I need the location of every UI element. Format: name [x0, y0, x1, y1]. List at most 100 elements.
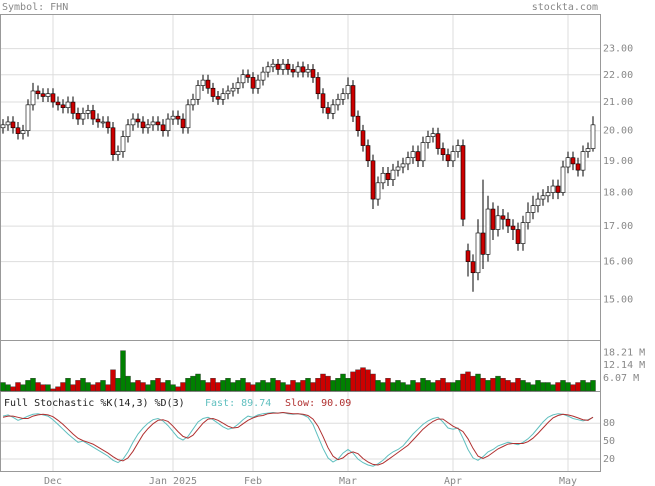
- volume-bar: [480, 378, 486, 392]
- candle-body: [210, 87, 216, 97]
- volume-bar: [180, 382, 186, 392]
- volume-bar: [570, 384, 576, 392]
- volume-bar: [505, 380, 511, 392]
- volume-bar: [265, 382, 271, 392]
- stochastic-line: [2, 411, 594, 467]
- volume-bar: [375, 380, 381, 392]
- candle-body: [380, 172, 386, 184]
- volume-bar: [320, 373, 326, 392]
- volume-bar: [230, 382, 236, 392]
- volume-bar: [270, 378, 276, 392]
- candle-body: [505, 218, 511, 227]
- volume-bar: [410, 380, 416, 392]
- candle-body: [385, 172, 391, 180]
- x-tick-label: Mar: [339, 476, 357, 486]
- volume-bar: [55, 386, 61, 392]
- volume-bar: [60, 382, 66, 392]
- volume-bar: [425, 380, 431, 392]
- volume-bar: [275, 380, 281, 392]
- candle-body: [570, 157, 576, 165]
- candle-body: [130, 118, 136, 126]
- candle-body: [335, 98, 341, 106]
- candle-body: [580, 151, 586, 171]
- y-tick-label: 6.07 M: [603, 373, 639, 384]
- volume-bar: [585, 382, 591, 392]
- candle-body: [220, 93, 226, 100]
- candle-body: [430, 133, 436, 137]
- volume-bar: [200, 380, 206, 392]
- volume-bar: [335, 378, 341, 392]
- volume-bar: [155, 378, 161, 392]
- candle-body: [175, 115, 181, 120]
- candle-body: [60, 104, 66, 108]
- candle-body: [105, 121, 111, 129]
- volume-bar: [130, 382, 136, 392]
- volume-bar: [40, 384, 46, 392]
- candle-body: [535, 198, 541, 207]
- candle-body: [155, 121, 161, 126]
- candle-body: [260, 71, 266, 81]
- candle-body: [135, 118, 141, 123]
- volume-bar: [350, 371, 356, 392]
- candle-body: [145, 124, 151, 129]
- candle-body: [410, 151, 416, 159]
- volume-bar: [420, 378, 426, 392]
- candle-body: [510, 225, 516, 230]
- volume-bar: [145, 384, 151, 392]
- candle-body: [325, 107, 331, 114]
- volume-bar: [295, 382, 301, 392]
- candle-body: [300, 66, 306, 73]
- volume-bar: [315, 378, 321, 392]
- volume-bar: [565, 382, 571, 392]
- y-tick-label: 20: [603, 454, 615, 465]
- volume-bar: [330, 380, 336, 392]
- candle-body: [225, 90, 231, 95]
- volume-bar: [535, 380, 541, 392]
- y-tick-label: 12.14 M: [603, 360, 645, 371]
- candle-body: [30, 90, 36, 106]
- candle-body: [90, 110, 96, 120]
- legend-fast: Fast: 89.74: [205, 398, 271, 409]
- candle-body: [305, 69, 311, 73]
- candle-body: [525, 212, 531, 223]
- candle-body: [195, 85, 201, 100]
- candle-body: [125, 124, 131, 137]
- candle-body: [515, 229, 521, 244]
- candle-body: [110, 127, 116, 155]
- candle-body: [95, 118, 101, 123]
- volume-bar: [285, 384, 291, 392]
- candle-body: [150, 121, 156, 126]
- volume-bar: [65, 378, 71, 392]
- volume-bar: [405, 384, 411, 392]
- candle-body: [140, 121, 146, 129]
- candle-body: [480, 232, 486, 255]
- candle-body: [40, 93, 46, 97]
- volume-bar: [385, 378, 391, 392]
- volume-bar: [390, 382, 396, 392]
- candle-body: [245, 74, 251, 78]
- volume-bar: [220, 380, 226, 392]
- volume-bar: [380, 382, 386, 392]
- stochastic-line: [2, 411, 594, 466]
- candle-body: [440, 148, 446, 155]
- candle-body: [350, 85, 356, 117]
- candle-body: [190, 98, 196, 106]
- candle-body: [5, 121, 11, 126]
- volume-bar: [430, 382, 436, 392]
- volume-bar: [170, 384, 176, 392]
- volume-bar: [470, 375, 476, 392]
- candle-body: [215, 96, 221, 100]
- legend-slow: Slow: 90.09: [285, 398, 351, 409]
- candle-body: [490, 208, 496, 230]
- volume-bar: [115, 378, 121, 392]
- candle-body: [425, 136, 431, 143]
- volume-bar: [210, 378, 216, 392]
- volume-bar: [30, 378, 36, 392]
- volume-bar: [370, 373, 376, 392]
- volume-bar: [90, 384, 96, 392]
- volume-bar: [575, 382, 581, 392]
- volume-bar: [70, 384, 76, 392]
- candle-body: [165, 118, 171, 131]
- candle-body: [270, 63, 276, 68]
- candle-body: [565, 157, 571, 168]
